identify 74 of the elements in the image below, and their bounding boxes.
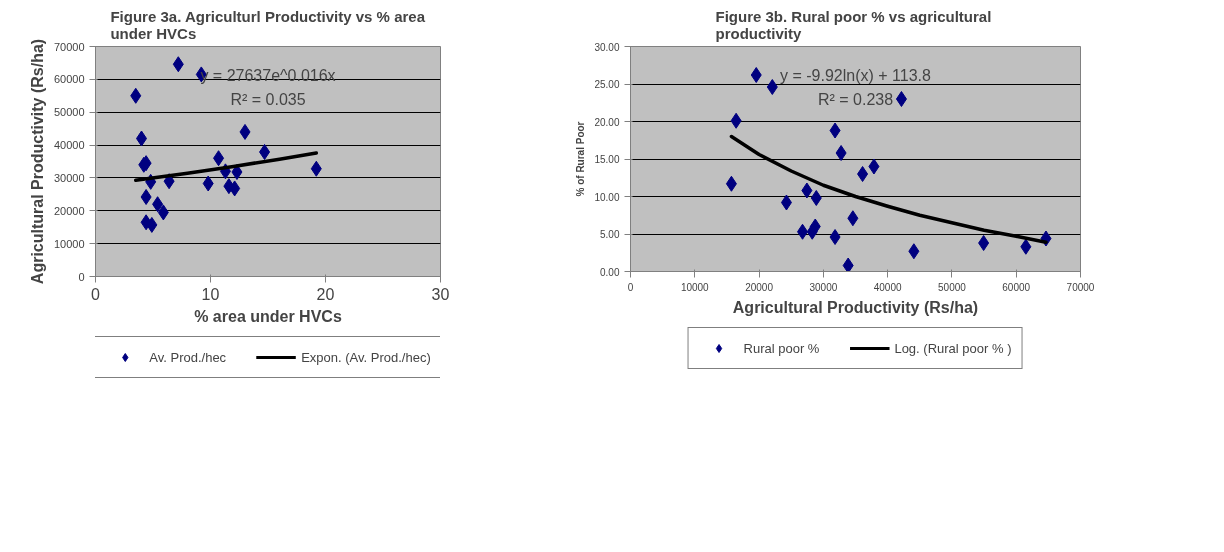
- y-tick-label: 30.00: [594, 41, 620, 53]
- y-tick-label: 10000: [53, 237, 85, 250]
- y-tick-label: 25.00: [594, 79, 620, 90]
- y-tick-label: 40000: [53, 139, 85, 152]
- point: [157, 204, 169, 221]
- point: [766, 79, 778, 95]
- point: [152, 196, 164, 213]
- x-tick-label: 30000: [809, 281, 838, 293]
- chart-title: Figure 3a. Agriculturl Productivity vs % area under HVCs: [110, 7, 426, 42]
- x-tick-label: 20000: [745, 281, 774, 293]
- point: [725, 175, 737, 192]
- y-axis-title: Agricultural Productivity (Rs/ha): [28, 38, 46, 285]
- point: [868, 158, 880, 175]
- annotation: R² = 0.238: [817, 90, 894, 108]
- x-tick-label: 0: [91, 285, 101, 303]
- point: [835, 145, 847, 161]
- y-tick-label: 0: [78, 270, 85, 283]
- point: [857, 166, 869, 182]
- point: [213, 150, 225, 167]
- y-tick-label: 20.00: [594, 116, 620, 128]
- y-tick-label: 5.00: [600, 229, 620, 240]
- point: [750, 67, 762, 83]
- point: [172, 56, 184, 73]
- x-axis-title: Agricultural Productivity (Rs/ha): [732, 298, 979, 316]
- point: [847, 210, 859, 227]
- x-tick-label: 30: [431, 285, 450, 303]
- point: [231, 164, 243, 181]
- x-tick-label: 10: [201, 285, 220, 303]
- point: [801, 182, 813, 199]
- x-tick-label: 20: [316, 285, 335, 303]
- y-tick-label: 70000: [53, 40, 85, 53]
- y-tick-label: 50000: [53, 106, 85, 119]
- y-tick-label: 60000: [53, 73, 85, 86]
- point: [730, 112, 742, 129]
- point: [239, 123, 251, 140]
- point: [806, 223, 818, 240]
- x-axis-title: % area under HVCs: [194, 307, 342, 325]
- legend-label: Av. Prod./hec: [149, 349, 227, 365]
- x-tick-label: 50000: [938, 281, 967, 293]
- x-tick-label: 60000: [1002, 281, 1031, 293]
- point: [895, 91, 907, 107]
- point: [229, 180, 241, 197]
- y-tick-label: 0.00: [600, 266, 620, 278]
- line-series: [134, 151, 319, 182]
- point: [202, 175, 214, 192]
- point: [908, 243, 920, 260]
- point: [829, 229, 841, 245]
- legend-label: Expon. (Av. Prod./hec): [301, 349, 431, 365]
- x-tick-label: 70000: [1066, 281, 1095, 293]
- y-axis-title: % of Rural Poor: [575, 121, 587, 197]
- point: [140, 188, 152, 205]
- y-tick-label: 30000: [53, 171, 85, 184]
- y-tick-label: 20000: [53, 204, 85, 217]
- point: [978, 235, 990, 251]
- x-tick-label: 0: [627, 281, 634, 293]
- point: [780, 194, 792, 211]
- legend-label: Log. (Rural poor % ): [894, 340, 1012, 356]
- y-tick-label: 15.00: [594, 154, 620, 165]
- point: [797, 223, 809, 240]
- y-tick-label: 10.00: [594, 191, 620, 203]
- point: [829, 122, 841, 139]
- annotation: R² = 0.035: [230, 90, 306, 108]
- chart-title: Figure 3b. Rural poor % vs agricultural productivity: [715, 7, 992, 42]
- point: [1020, 238, 1032, 255]
- point: [146, 216, 158, 233]
- point: [259, 143, 271, 160]
- legend-label: Rural poor %: [743, 340, 820, 356]
- annotation: y = -9.92ln(x) + 113.8: [780, 66, 932, 84]
- point: [842, 257, 854, 272]
- point: [130, 87, 142, 104]
- x-tick-label: 10000: [680, 281, 710, 293]
- point: [810, 190, 822, 206]
- x-tick-label: 40000: [873, 281, 902, 293]
- point: [310, 160, 322, 177]
